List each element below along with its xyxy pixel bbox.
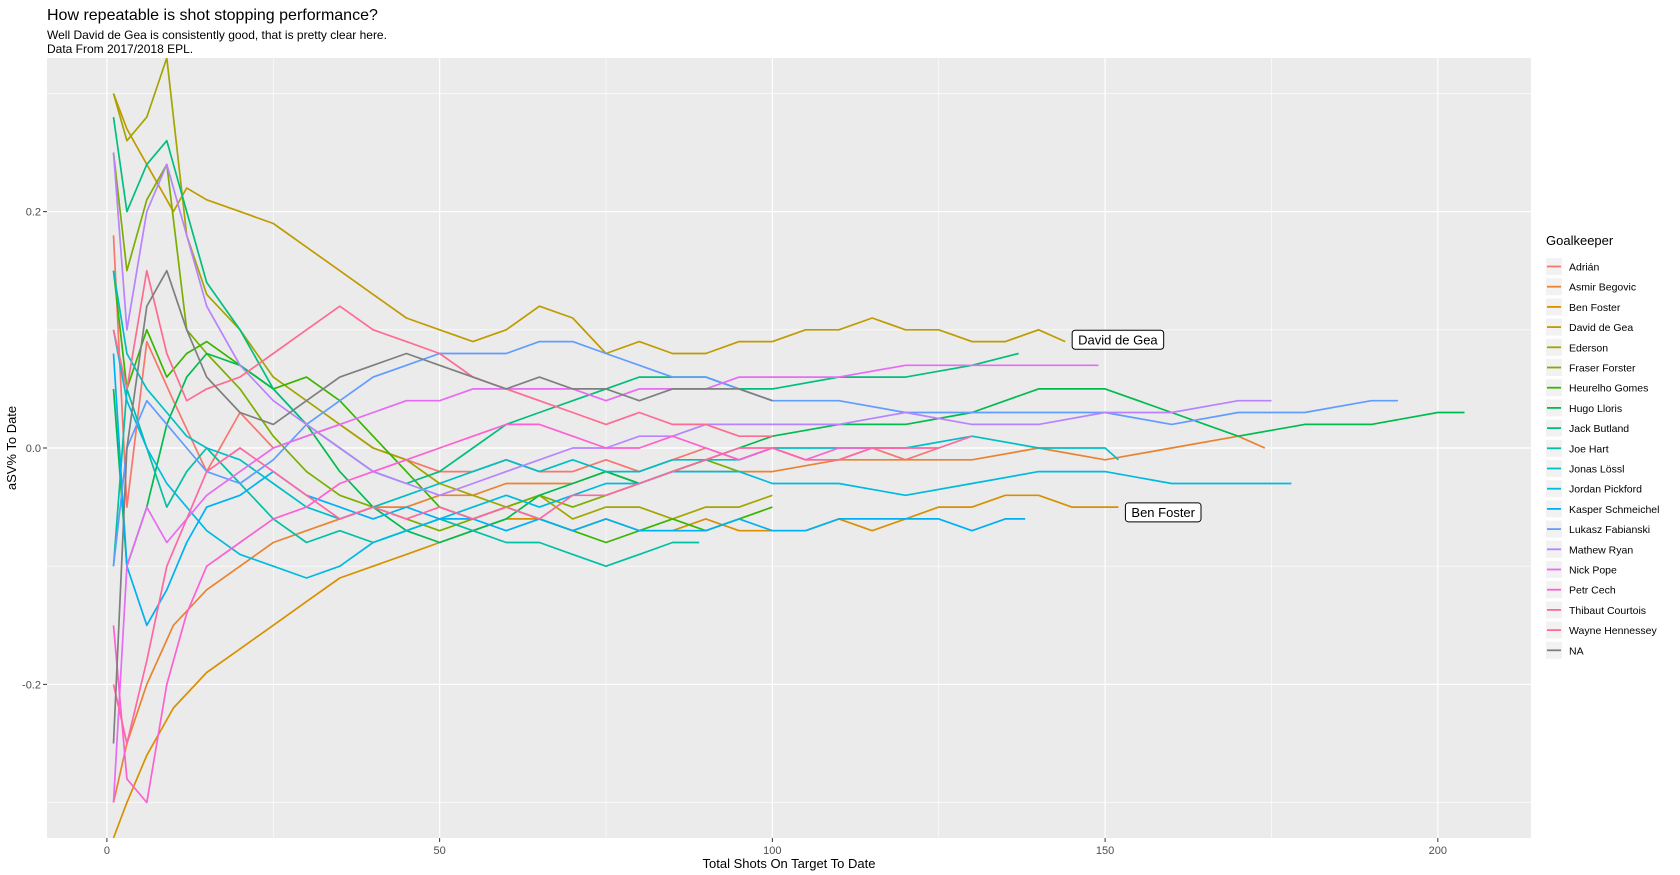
legend-label: David de Gea <box>1569 322 1633 334</box>
legend-label: Nick Pope <box>1569 565 1617 577</box>
legend-item: Mathew Ryan <box>1546 540 1633 558</box>
legend-label: NA <box>1569 645 1584 657</box>
legend-item: NA <box>1546 641 1584 659</box>
y-axis-title: aSV% To Date <box>4 406 19 490</box>
legend-item: Joe Hart <box>1546 439 1609 457</box>
legend-label: Ederson <box>1569 342 1608 354</box>
series-line-david-de-gea <box>112 93 1066 355</box>
legend-label: Asmir Begovic <box>1569 282 1636 294</box>
legend-item: Heurelho Gomes <box>1546 379 1648 397</box>
legend-item: Nick Pope <box>1546 561 1617 578</box>
series-line-mathew-ryan <box>112 152 1272 497</box>
legend-item: Jordan Pickford <box>1546 480 1642 498</box>
legend-item: Ederson <box>1546 338 1608 356</box>
x-tick-label: 50 <box>434 845 446 857</box>
legend-label: Jonas Lössl <box>1569 464 1624 476</box>
annotation-text: Ben Foster <box>1131 505 1195 520</box>
series-line-asmir-begovic <box>112 435 1266 803</box>
x-tick-label: 100 <box>763 845 781 857</box>
annotation-box <box>1071 329 1165 350</box>
series-line-na <box>112 269 773 744</box>
legend-label: Wayne Hennessey <box>1569 625 1657 637</box>
annotation-label: David de Gea <box>1071 329 1165 350</box>
legend-label: Jordan Pickford <box>1569 484 1642 496</box>
legend-label: Ben Foster <box>1569 302 1621 314</box>
legend-label: Heurelho Gomes <box>1569 383 1648 395</box>
legend-label: Jack Butland <box>1569 423 1629 435</box>
legend-item: Wayne Hennessey <box>1546 621 1657 639</box>
x-tick-label: 0 <box>104 845 110 857</box>
series-line-thibaut-courtois <box>112 435 973 745</box>
legend-label: Lukasz Fabianski <box>1569 524 1650 536</box>
legend-label: Mathew Ryan <box>1569 544 1633 556</box>
annotation-text: David de Gea <box>1078 332 1158 347</box>
x-axis: 0 50 100 150 200 <box>104 838 1447 857</box>
legend-label: Kasper Schmeichel <box>1569 504 1659 516</box>
series-line-wayne-hennessey <box>112 269 773 438</box>
legend-item: Thibaut Courtois <box>1546 601 1646 619</box>
legend-title: Goalkeeper <box>1546 233 1614 248</box>
legend-item: Jack Butland <box>1546 419 1629 437</box>
legend-item: Ben Foster <box>1546 298 1621 316</box>
legend-label: Adrián <box>1569 262 1600 274</box>
legend-label: Petr Cech <box>1569 585 1616 597</box>
series-line-lukasz-fabianski <box>112 340 1398 567</box>
y-tick-label: 0.0 <box>26 443 41 455</box>
legend-item: Hugo Lloris <box>1546 399 1622 417</box>
annotation-box <box>1124 502 1202 523</box>
series-line-hugo-lloris <box>112 352 1465 568</box>
legend-item: Jonas Lössl <box>1546 460 1624 477</box>
legend-item: Kasper Schmeichel <box>1546 500 1659 518</box>
y-tick-label: 0.2 <box>26 207 41 219</box>
series-line-jack-butland <box>112 116 1019 485</box>
series-line-petr-cech <box>112 423 906 804</box>
chart-subtitle-line-1: Well David de Gea is consistently good, … <box>47 28 387 42</box>
x-axis-title: Total Shots On Target To Date <box>703 856 876 871</box>
legend-label: Fraser Forster <box>1569 363 1636 375</box>
y-axis: -0.2 0.0 0.2 <box>22 207 47 691</box>
series-lines <box>112 58 1465 838</box>
series-line-jordan-pickford <box>112 329 1292 579</box>
y-tick-label: -0.2 <box>22 679 41 691</box>
chart-subtitle-line-2: Data From 2017/2018 EPL. <box>47 42 193 56</box>
legend-item: David de Gea <box>1546 318 1633 336</box>
x-tick-label: 200 <box>1429 845 1447 857</box>
annotation-label: Ben Foster <box>1124 502 1202 523</box>
legend-item: Adrián <box>1546 258 1600 275</box>
legend-item: Petr Cech <box>1546 581 1616 599</box>
legend-item: Asmir Begovic <box>1546 278 1636 296</box>
annotations: David de Gea Ben Foster <box>1071 329 1202 523</box>
chart-title: How repeatable is shot stopping performa… <box>47 7 378 24</box>
legend-item: Fraser Forster <box>1546 359 1636 376</box>
x-tick-label: 150 <box>1096 845 1114 857</box>
series-line-nick-pope <box>112 364 1099 803</box>
legend-label: Joe Hart <box>1569 443 1609 455</box>
legend-item: Lukasz Fabianski <box>1546 520 1650 538</box>
legend-label: Thibaut Courtois <box>1569 605 1646 617</box>
series-line-heurelho-gomes <box>112 270 773 544</box>
legend-label: Hugo Lloris <box>1569 403 1622 415</box>
legend: Goalkeeper Adrián Asmir Begovic Ben Foster… <box>1546 233 1659 659</box>
